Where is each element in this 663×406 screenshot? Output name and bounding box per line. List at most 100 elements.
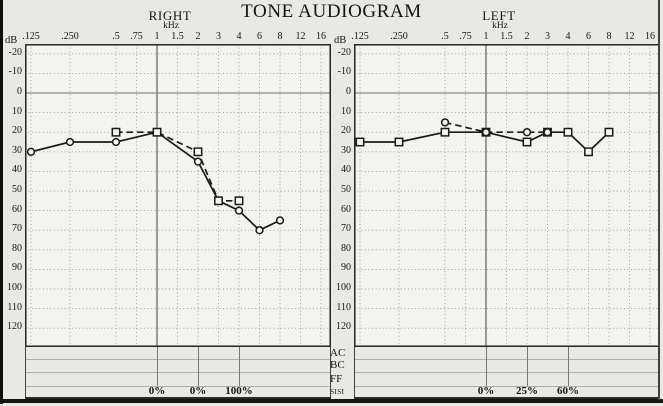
freq-tick-label: .75	[130, 31, 143, 42]
freq-tick-label: 12	[295, 31, 306, 42]
freq-tick-label: .125	[351, 31, 369, 42]
db-tick-label: 10	[12, 105, 22, 117]
sisi-value: 0%	[189, 384, 207, 397]
freq-tick-label: 1	[483, 31, 489, 42]
sheet-border-right	[658, 0, 660, 400]
db-tick-label: 20	[341, 125, 351, 137]
db-tick-label: 100	[336, 282, 351, 293]
db-tick-label: 40	[341, 164, 351, 176]
row-label-sisi: SISI	[330, 387, 345, 396]
db-tick-label: 60	[12, 203, 22, 215]
square-marker	[152, 127, 162, 137]
db-tick-label: 50	[12, 184, 22, 195]
db-tick-label: 30	[12, 144, 22, 156]
db-tick-label: 70	[341, 223, 351, 235]
table-grid-line	[25, 372, 331, 373]
circle-marker	[522, 128, 532, 137]
db-tick-label: -10	[8, 66, 22, 78]
khz-label-right: kHz	[163, 21, 179, 31]
freq-tick-label: 12	[624, 31, 635, 42]
circle-marker	[255, 226, 264, 235]
table-edge	[354, 347, 355, 397]
khz-label-left: kHz	[492, 21, 508, 31]
db-tick-label: 110	[336, 301, 351, 313]
freq-tick-label: 16	[316, 31, 326, 42]
db-unit-label-left: dB	[334, 35, 347, 46]
db-tick-label: 10	[341, 105, 351, 117]
square-marker	[604, 127, 614, 137]
db-tick-label: 0	[17, 86, 22, 97]
freq-tick-label: 2	[195, 31, 201, 42]
bc-series-left	[440, 118, 552, 137]
square-marker	[394, 137, 404, 147]
square-marker	[193, 147, 203, 157]
circle-marker	[234, 206, 244, 215]
circle-marker	[440, 118, 450, 127]
circle-marker	[543, 128, 552, 137]
square-marker	[111, 127, 121, 137]
db-tick-label: 40	[12, 164, 22, 176]
sheet-border-bottom	[0, 399, 663, 403]
table-bottom-line	[25, 396, 331, 399]
table-column-divider	[157, 347, 158, 386]
square-marker	[355, 137, 365, 147]
sisi-value: 60%	[557, 384, 579, 397]
square-marker	[234, 196, 244, 206]
db-tick-label: -20	[8, 46, 22, 58]
db-tick-label: 30	[341, 144, 351, 156]
table-grid-line	[25, 385, 331, 387]
sheet-border-left	[0, 0, 3, 404]
freq-tick-label: 3	[545, 31, 550, 42]
freq-tick-label: .5	[441, 31, 449, 42]
square-marker	[584, 147, 593, 157]
db-tick-label: 80	[341, 242, 351, 254]
row-label-ff: FF	[330, 372, 343, 385]
db-tick-label: 0	[346, 86, 351, 97]
freq-tick-label: 1.5	[171, 31, 184, 42]
freq-tick-label: 6	[257, 31, 262, 42]
sisi-value: 100%	[225, 384, 253, 397]
db-tick-label: 50	[341, 184, 351, 195]
square-marker	[440, 127, 450, 137]
table-column-divider	[198, 347, 199, 386]
db-tick-label: 70	[12, 223, 22, 235]
row-label-bc: BC	[330, 359, 345, 371]
bc-series-right	[111, 127, 244, 206]
sisi-value: 0%	[148, 384, 166, 397]
circle-marker	[111, 137, 121, 147]
db-tick-label: 120	[7, 321, 22, 333]
freq-tick-label: .5	[112, 31, 120, 42]
table-column-divider	[239, 347, 240, 386]
db-tick-label: 110	[7, 301, 22, 313]
db-unit-label-right: dB	[5, 35, 18, 46]
freq-tick-label: .250	[61, 31, 79, 42]
table-grid-line	[25, 358, 331, 360]
table-column-divider	[527, 347, 528, 386]
freq-tick-label: 2	[524, 31, 530, 42]
freq-tick-label: .250	[390, 31, 408, 42]
table-grid-line	[354, 358, 660, 360]
db-tick-label: 100	[7, 282, 22, 293]
square-marker	[214, 196, 223, 206]
db-tick-label: 120	[336, 321, 351, 333]
circle-marker	[481, 128, 491, 137]
freq-tick-label: 4	[565, 31, 571, 42]
freq-tick-label: 8	[606, 31, 612, 42]
freq-tick-label: .75	[459, 31, 472, 42]
circle-marker	[26, 147, 36, 156]
freq-tick-label: 1.5	[500, 31, 513, 42]
circle-marker	[275, 216, 285, 225]
audiogram-plot-left	[354, 44, 660, 347]
circle-marker	[65, 137, 75, 147]
table-grid-line	[354, 385, 660, 387]
db-tick-label: 90	[341, 262, 351, 274]
db-tick-label: -20	[337, 46, 351, 58]
db-tick-label: -10	[337, 66, 351, 78]
table-edge	[25, 347, 26, 397]
panel-title-right: RIGHT	[148, 8, 192, 23]
sisi-value: 25%	[516, 384, 538, 397]
sisi-value: 0%	[477, 384, 495, 397]
db-tick-label: 80	[12, 242, 22, 254]
db-tick-label: 90	[12, 262, 22, 274]
